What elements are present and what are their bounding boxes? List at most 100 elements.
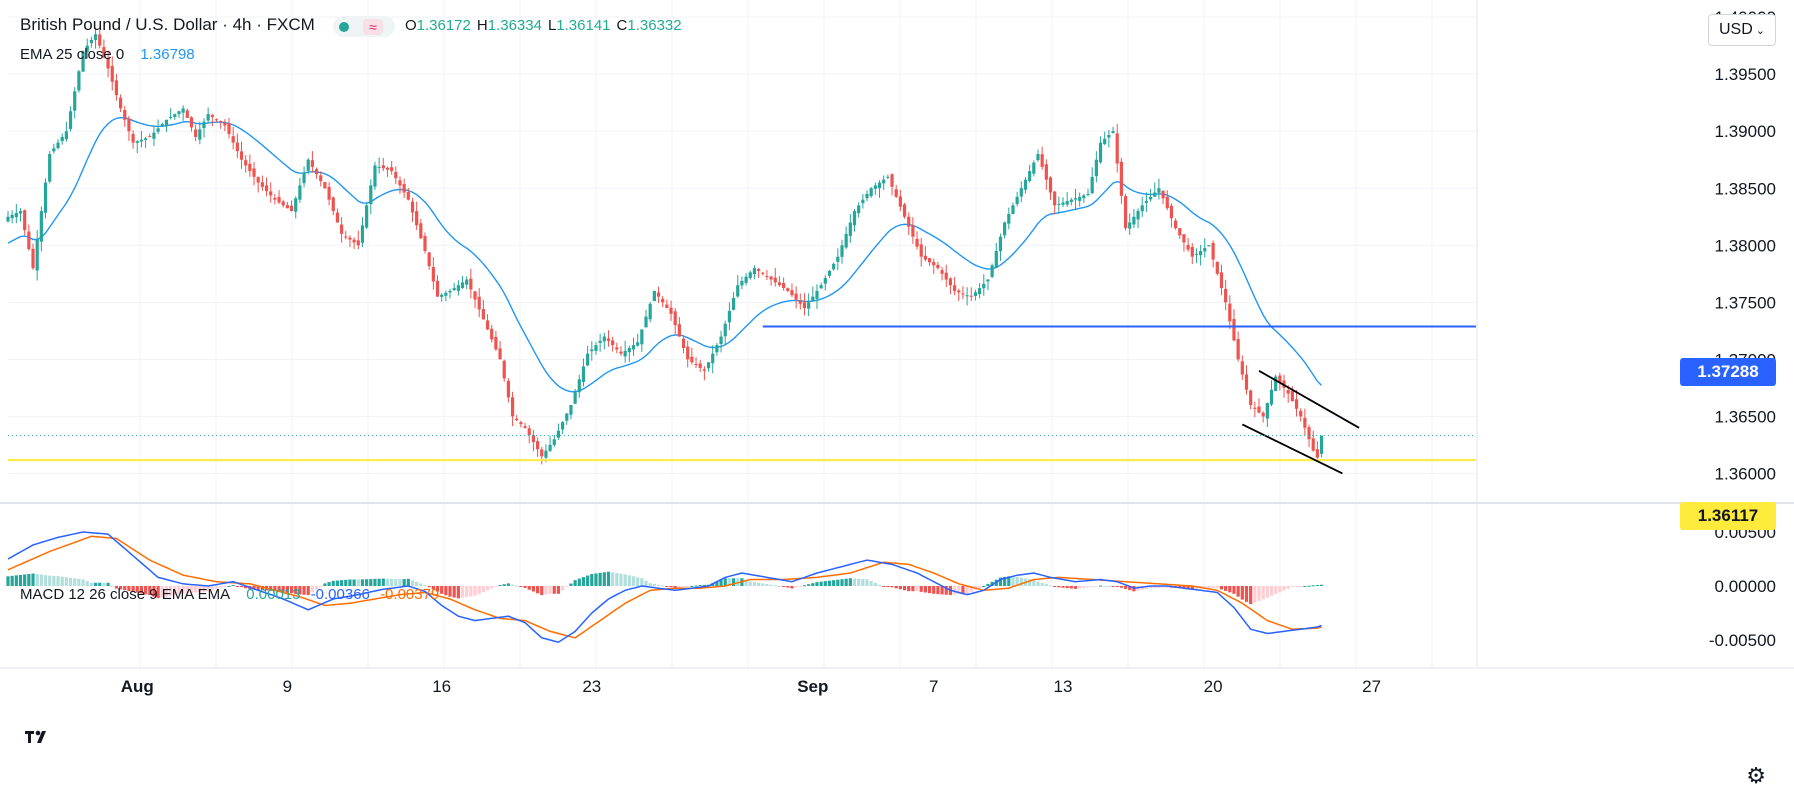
candle bbox=[1228, 295, 1232, 329]
candle bbox=[782, 277, 786, 291]
candle bbox=[598, 333, 602, 352]
macd-histogram-bar bbox=[27, 574, 31, 586]
candle bbox=[1057, 196, 1061, 214]
candle-body bbox=[1048, 177, 1053, 193]
macd-histogram-bar bbox=[14, 575, 18, 586]
macd-histogram-bar bbox=[1236, 586, 1240, 597]
currency-dropdown[interactable]: USD ⌄ bbox=[1708, 14, 1776, 46]
candle bbox=[994, 242, 998, 269]
macd-histogram-bar bbox=[656, 584, 661, 586]
time-axis-label: 16 bbox=[432, 677, 451, 696]
macd-histogram-bar bbox=[194, 586, 198, 593]
candle-body bbox=[731, 298, 736, 310]
candle-body bbox=[790, 290, 794, 296]
macd-histogram-bar bbox=[435, 586, 440, 592]
candle bbox=[385, 166, 390, 177]
macd-histogram-bar bbox=[823, 581, 827, 586]
candle-body bbox=[110, 65, 114, 82]
candle bbox=[936, 261, 940, 270]
candle-body bbox=[865, 193, 869, 199]
macd-histogram-bar bbox=[1211, 586, 1215, 589]
ema-legend[interactable]: EMA 25 close 0 1.36798 bbox=[20, 46, 201, 63]
macd-histogram-bar bbox=[18, 574, 23, 586]
macd-histogram-bar bbox=[402, 579, 406, 586]
candle-body bbox=[1003, 222, 1007, 236]
candle bbox=[465, 276, 469, 290]
candle bbox=[515, 415, 519, 422]
candle-body bbox=[944, 272, 948, 280]
candle bbox=[556, 423, 561, 440]
candle-body bbox=[139, 139, 144, 142]
candle bbox=[757, 267, 761, 279]
macd-histogram-bar bbox=[335, 580, 340, 586]
candle bbox=[415, 201, 419, 230]
candle-body bbox=[1107, 135, 1111, 138]
candle-body bbox=[1082, 195, 1086, 199]
macd-histogram-bar bbox=[752, 582, 757, 586]
candle-body bbox=[1165, 196, 1169, 209]
candle-body bbox=[1303, 417, 1307, 428]
candle-body bbox=[1136, 211, 1140, 220]
candle-body bbox=[335, 212, 340, 223]
candle-body bbox=[861, 199, 865, 204]
macd-histogram-bar bbox=[260, 586, 264, 591]
macd-legend[interactable]: MACD 12 26 close 9 EMA EMA 0.00013 -0.00… bbox=[20, 586, 445, 603]
macd-histogram-bar bbox=[465, 586, 469, 598]
candle-body bbox=[402, 184, 406, 193]
candle bbox=[627, 345, 631, 362]
macd-histogram-bar bbox=[832, 580, 836, 586]
candle-body bbox=[64, 131, 68, 140]
candle-body bbox=[711, 353, 715, 364]
macd-histogram-bar bbox=[819, 581, 823, 586]
macd-histogram-bar bbox=[210, 586, 214, 590]
candle bbox=[535, 437, 540, 457]
candle-body bbox=[736, 285, 740, 297]
candle bbox=[1307, 424, 1311, 448]
support-price-tag: 1.36117 bbox=[1680, 502, 1776, 530]
candle-body bbox=[35, 239, 39, 271]
macd-histogram-bar bbox=[73, 578, 77, 586]
macd-histogram-bar bbox=[561, 586, 565, 591]
candle-body bbox=[1286, 390, 1290, 394]
candle-body bbox=[631, 345, 636, 350]
macd-histogram-bar bbox=[844, 578, 848, 586]
market-status[interactable]: ≈ bbox=[332, 15, 395, 37]
candle bbox=[1178, 228, 1182, 239]
macd-histogram-bar bbox=[477, 586, 481, 594]
macd-histogram-bar bbox=[727, 578, 732, 586]
candle bbox=[652, 290, 656, 302]
macd-histogram-bar bbox=[102, 582, 106, 586]
symbol-title[interactable]: British Pound / U.S. Dollar · 4h · FXCM bbox=[20, 15, 315, 34]
macd-histogram-bar bbox=[590, 574, 594, 586]
candle-body bbox=[561, 422, 565, 430]
macd-histogram-bar bbox=[365, 579, 369, 586]
candle bbox=[1203, 238, 1207, 258]
candle-body bbox=[277, 196, 281, 203]
macd-histogram-bar bbox=[794, 586, 798, 588]
candle bbox=[1207, 244, 1211, 247]
candle bbox=[577, 374, 581, 398]
macd-histogram-bar bbox=[144, 586, 148, 595]
candle bbox=[848, 214, 852, 243]
macd-histogram-bar bbox=[277, 586, 281, 592]
candle-body bbox=[160, 124, 164, 127]
macd-histogram-bar bbox=[923, 586, 927, 593]
macd-line-value: -0.00366 bbox=[310, 586, 370, 603]
macd-histogram-bar bbox=[385, 578, 390, 586]
price-axis-label: 1.36500 bbox=[1715, 407, 1776, 426]
candle-body bbox=[14, 212, 18, 218]
candle-body bbox=[1028, 171, 1032, 182]
macd-histogram-bar bbox=[419, 583, 423, 586]
macd-histogram-bar bbox=[460, 586, 465, 598]
candle bbox=[1232, 309, 1236, 342]
candle-body bbox=[264, 185, 269, 192]
macd-histogram-bar bbox=[1032, 580, 1036, 586]
candle bbox=[1278, 372, 1282, 391]
settings-gear-icon[interactable]: ⚙ bbox=[1746, 763, 1766, 788]
macd-histogram-bar bbox=[782, 586, 786, 587]
candle-body bbox=[114, 80, 119, 96]
candle-body bbox=[202, 121, 206, 128]
macd-histogram-bar bbox=[498, 585, 502, 587]
tradingview-logo-icon[interactable] bbox=[20, 723, 56, 747]
